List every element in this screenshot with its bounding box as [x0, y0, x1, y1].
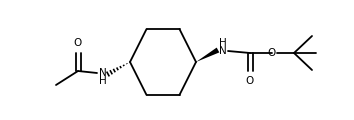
Text: H: H: [219, 38, 227, 48]
Text: O: O: [246, 76, 254, 86]
Text: N: N: [219, 46, 227, 56]
Text: O: O: [74, 38, 82, 48]
Text: H: H: [99, 76, 107, 86]
Text: O: O: [268, 48, 276, 58]
Text: N: N: [99, 68, 107, 78]
Polygon shape: [196, 48, 219, 62]
